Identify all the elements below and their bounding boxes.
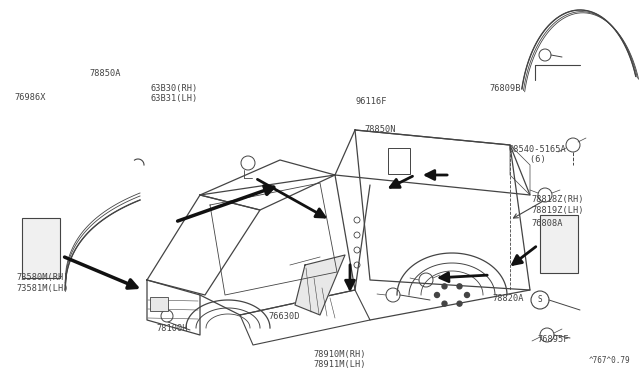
Circle shape — [457, 301, 462, 306]
Text: 78850N: 78850N — [365, 125, 396, 134]
Circle shape — [442, 284, 447, 289]
Polygon shape — [147, 280, 200, 335]
Circle shape — [465, 292, 470, 298]
Text: 08540-5165A
    (6): 08540-5165A (6) — [509, 145, 566, 164]
Text: 78820A: 78820A — [493, 294, 524, 303]
Bar — [150, 297, 168, 311]
Text: 78910M(RH)
78911M(LH): 78910M(RH) 78911M(LH) — [314, 350, 366, 369]
Polygon shape — [240, 290, 370, 345]
Text: 76808A: 76808A — [531, 219, 563, 228]
Text: 96116F: 96116F — [355, 97, 387, 106]
Text: S: S — [538, 295, 542, 305]
Text: 63B30(RH)
63B31(LH): 63B30(RH) 63B31(LH) — [150, 84, 198, 103]
Text: 78100H: 78100H — [157, 324, 188, 333]
Text: 73580M(RH)
73581M(LH): 73580M(RH) 73581M(LH) — [16, 273, 68, 293]
Polygon shape — [295, 255, 345, 315]
Bar — [388, 148, 410, 174]
Text: 78818Z(RH)
78819Z(LH): 78818Z(RH) 78819Z(LH) — [531, 195, 584, 215]
Polygon shape — [355, 130, 530, 290]
Text: 76986X: 76986X — [14, 93, 45, 102]
Polygon shape — [335, 130, 530, 195]
Text: ^767^0.79: ^767^0.79 — [588, 356, 630, 365]
Polygon shape — [200, 175, 355, 315]
Text: 76630D: 76630D — [269, 312, 300, 321]
Text: 76895F: 76895F — [538, 335, 569, 344]
Circle shape — [442, 301, 447, 306]
Text: 78850A: 78850A — [90, 69, 121, 78]
Polygon shape — [200, 160, 335, 210]
Circle shape — [457, 284, 462, 289]
Bar — [540, 215, 578, 273]
Polygon shape — [147, 195, 260, 295]
Text: 76809B: 76809B — [490, 84, 521, 93]
Circle shape — [435, 292, 440, 298]
Bar — [22, 218, 60, 278]
